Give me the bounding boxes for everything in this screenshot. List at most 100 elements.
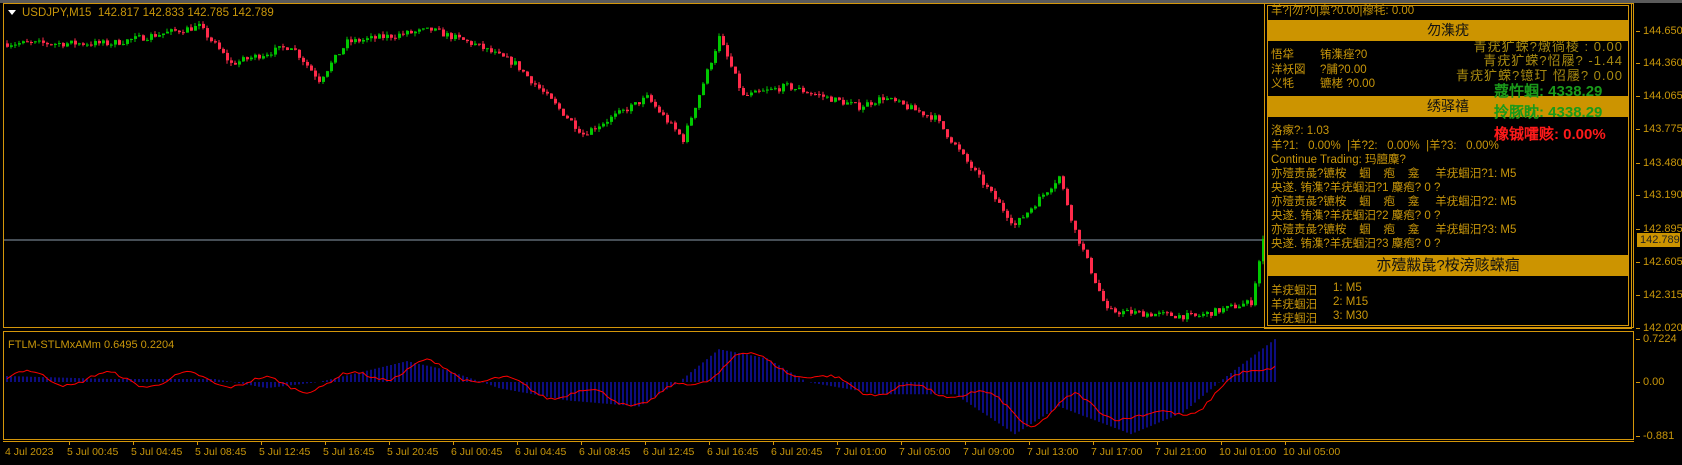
candle (246, 57, 249, 60)
candle (842, 99, 845, 105)
candle (586, 134, 589, 136)
time-label: 5 Jul 16:45 (323, 446, 375, 458)
candle (314, 70, 317, 77)
section-title-2: 绣驿禧 (1268, 96, 1628, 117)
candle (106, 40, 109, 46)
indicator-pane-frame[interactable] (3, 331, 1634, 440)
candle (446, 33, 449, 37)
candle (766, 89, 769, 91)
candle (1210, 312, 1213, 316)
candle (1150, 313, 1153, 317)
candle (382, 34, 385, 39)
candle (626, 109, 629, 112)
candle (750, 92, 753, 96)
signal-row: 亦殪责彘?镳桉 蝈 疱 龛 羊疣蝈汨?1: M5 (1271, 168, 1517, 180)
candle (674, 122, 677, 130)
time-tick (837, 441, 838, 445)
candle (494, 51, 497, 53)
time-label: 6 Jul 20:45 (771, 446, 823, 458)
candle (982, 174, 985, 185)
candle (202, 23, 205, 29)
strategy-label: 羊疣蝈汨 (1271, 285, 1317, 297)
time-tick (1029, 441, 1030, 445)
candle (726, 45, 729, 57)
candle (1242, 303, 1245, 307)
candle (1138, 311, 1141, 313)
candle (618, 110, 621, 114)
candle (86, 44, 89, 46)
candle (650, 95, 653, 102)
candle (366, 38, 369, 40)
candle (430, 27, 433, 31)
candle (346, 39, 349, 49)
time-label: 7 Jul 01:00 (835, 446, 887, 458)
candle (1094, 273, 1097, 284)
candle (410, 30, 413, 34)
left-row-label: 义牦 (1271, 78, 1294, 90)
candle (170, 29, 173, 32)
time-tick (517, 441, 518, 445)
candle (830, 96, 833, 102)
candle (746, 94, 749, 96)
candle (802, 87, 805, 93)
candle (482, 43, 485, 50)
candle (718, 36, 721, 52)
candle (50, 44, 53, 46)
time-label: 7 Jul 09:00 (963, 446, 1015, 458)
time-label: 5 Jul 04:45 (131, 446, 183, 458)
symbol-label: USDJPY,M15 (22, 7, 92, 19)
drawdown-row: 橡铖嚯赅: 0.00% (1494, 126, 1606, 143)
signal-row: 央遂. 铕潗?羊疣蝈汨?2 麇疱? 0 ? (1271, 210, 1441, 222)
candle (1078, 229, 1081, 244)
candle (174, 29, 177, 31)
price-tick: 144.065 (1636, 90, 1682, 102)
candle (878, 97, 881, 104)
indicator-label: FTLM-STLMxAMm 0.6495 0.2204 (8, 339, 175, 351)
time-tick (453, 441, 454, 445)
candle (1194, 313, 1197, 316)
candle (638, 102, 641, 105)
candle (970, 161, 973, 168)
candle (350, 39, 353, 43)
candle (522, 69, 525, 72)
candle (950, 137, 953, 143)
candle (134, 36, 137, 39)
candle (898, 100, 901, 102)
candle (862, 106, 865, 110)
indicator-signal-line (6, 352, 1276, 428)
dropdown-triangle-icon[interactable] (8, 10, 16, 16)
spread-text: 洛瘃?: 1.03 (1271, 125, 1330, 137)
candle (1234, 304, 1237, 309)
candle (1018, 217, 1021, 225)
left-row-value: 铕潗痤?0 (1320, 49, 1368, 61)
candle (154, 34, 157, 37)
time-tick (645, 441, 646, 445)
candle (722, 36, 725, 46)
candle (66, 43, 69, 47)
candle (406, 30, 409, 35)
candle (838, 97, 841, 100)
candle (138, 35, 141, 37)
candle (10, 45, 13, 47)
candle (506, 56, 509, 58)
time-label: 6 Jul 00:45 (451, 446, 503, 458)
info-panel (1264, 3, 1632, 329)
candle (1178, 315, 1181, 319)
candle (294, 48, 297, 50)
time-label: 5 Jul 20:45 (387, 446, 439, 458)
candle (194, 25, 197, 31)
candle (1002, 202, 1005, 211)
main-chart-frame[interactable] (3, 3, 1634, 328)
candle (1202, 313, 1205, 316)
candle (566, 115, 569, 119)
ohlc-values: 142.817 142.833 142.785 142.789 (97, 7, 274, 19)
time-tick (389, 441, 390, 445)
left-row-label: 悟牮 (1271, 49, 1294, 61)
right-row-0: 青疣犷蝾?燉徜棱 : 0.00 (1473, 39, 1623, 54)
indicator-tick: -0.881 (1636, 430, 1682, 442)
candle (546, 91, 549, 94)
candle (814, 93, 817, 95)
candle (142, 35, 145, 41)
candle (606, 121, 609, 124)
